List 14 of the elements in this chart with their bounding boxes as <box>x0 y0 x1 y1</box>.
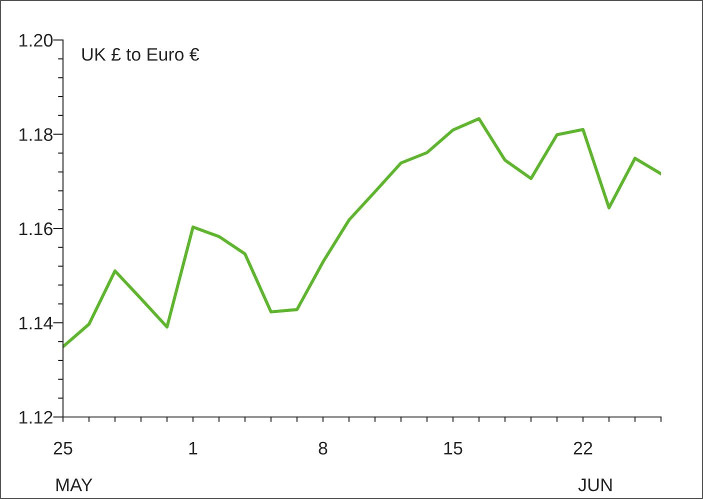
chart-title: UK £ to Euro € <box>82 48 200 61</box>
y-tick-label: 1.16 <box>20 222 52 236</box>
y-tick-label: 1.12 <box>20 410 52 424</box>
x-tick-label: 25 <box>54 442 72 455</box>
x-tick-label: 15 <box>444 442 462 455</box>
text: JUN <box>578 478 612 492</box>
text: MAY <box>56 478 92 492</box>
y-tick-label: 1.18 <box>20 128 52 141</box>
y-tick-label: 1.20 <box>20 34 53 47</box>
x-tick-label: 8 <box>318 442 328 455</box>
line-series <box>63 117 661 348</box>
y-tick-label: 1.14 <box>20 316 53 330</box>
x-tick-label: 1 <box>189 442 198 454</box>
x-tick-label: 22 <box>574 442 592 454</box>
